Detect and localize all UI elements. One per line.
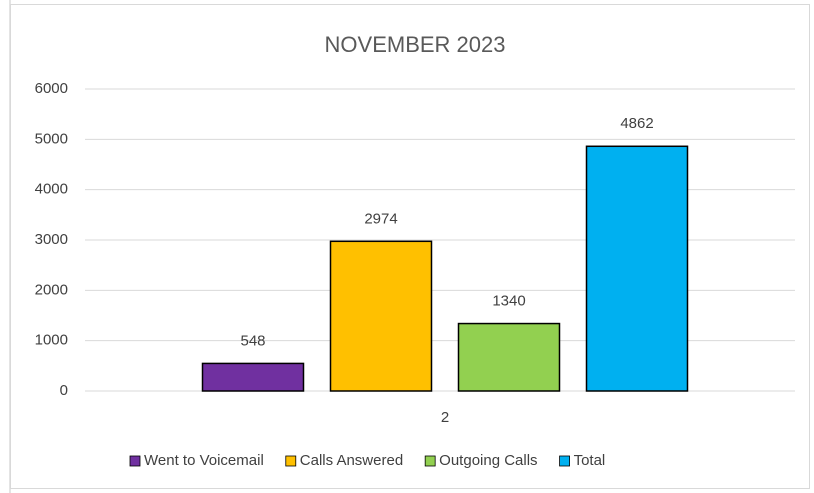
x-tick-label: 2 [441,409,449,426]
legend-label: Outgoing Calls [439,452,537,469]
y-tick-label: 3000 [35,231,68,248]
legend-swatch [424,455,436,467]
bar [201,362,305,392]
y-tick-label: 6000 [35,80,68,97]
bar [585,145,689,392]
chart-title: NOVEMBER 2023 [325,32,506,57]
chart-border [10,4,810,489]
y-tick-label: 4000 [35,181,68,198]
legend-swatch [285,455,297,467]
data-label: 4862 [620,115,653,132]
legend-label: Total [574,452,606,469]
legend-swatch [559,455,570,467]
legend-label: Calls Answered [300,452,403,469]
y-tick-label: 1000 [35,332,68,349]
legend-label: Went to Voicemail [144,452,264,469]
legend-swatch [129,455,141,467]
y-tick-label: 0 [60,382,68,399]
y-tick-label: 2000 [35,281,68,298]
y-tick-label: 5000 [35,130,68,147]
bar [457,322,561,392]
data-label: 1340 [492,293,525,310]
data-label: 2974 [364,210,397,227]
bar [329,240,433,392]
data-label: 548 [240,332,265,349]
